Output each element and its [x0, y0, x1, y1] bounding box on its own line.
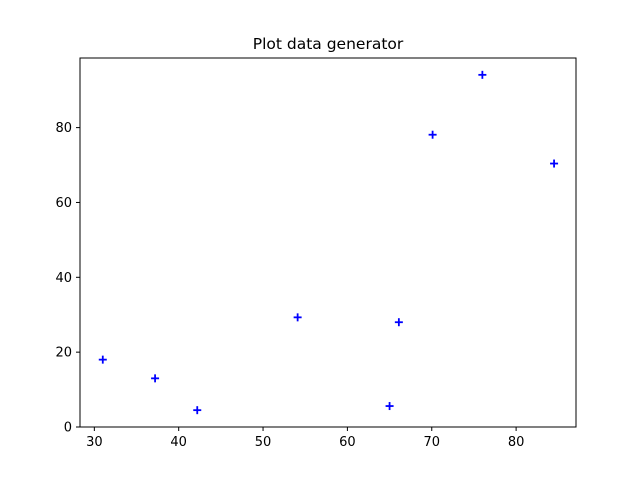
x-tick-label: 40 — [170, 435, 187, 450]
x-axis-ticks: 30 40 50 60 70 80 — [86, 427, 524, 450]
x-tick-label: 60 — [339, 435, 356, 450]
x-tick-label: 30 — [86, 435, 103, 450]
data-point-marker — [98, 355, 107, 364]
data-point-marker — [193, 406, 202, 415]
y-axis-ticks: 0 20 40 60 80 — [55, 121, 80, 436]
data-point-marker — [550, 159, 559, 168]
data-point-marker — [428, 130, 437, 139]
x-tick-label: 80 — [508, 435, 525, 450]
y-tick-label: 20 — [55, 346, 72, 361]
data-point-marker — [394, 318, 403, 327]
data-points — [98, 70, 559, 415]
y-tick-label: 80 — [55, 121, 72, 136]
chart-title: Plot data generator — [253, 35, 404, 53]
x-tick-label: 70 — [423, 435, 440, 450]
data-point-marker — [478, 70, 487, 79]
data-point-marker — [151, 374, 160, 383]
plot-area-frame — [79, 57, 577, 428]
data-point-marker — [293, 313, 302, 322]
y-tick-label: 60 — [55, 196, 72, 211]
y-tick-label: 0 — [64, 421, 72, 436]
data-point-marker — [385, 402, 394, 411]
x-tick-label: 50 — [255, 435, 272, 450]
y-tick-label: 40 — [55, 271, 72, 286]
